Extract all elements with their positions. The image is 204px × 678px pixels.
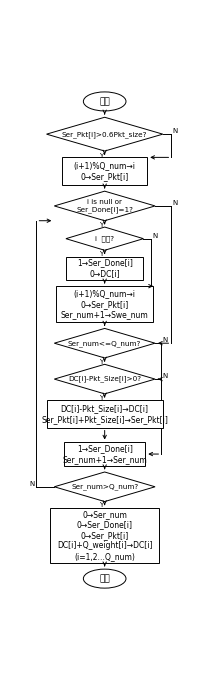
Ellipse shape: [83, 92, 125, 111]
Text: 1→Ser_Done[i]
Ser_num+1→Ser_num: 1→Ser_Done[i] Ser_num+1→Ser_num: [62, 444, 146, 464]
Text: Ser_num>Q_num?: Ser_num>Q_num?: [71, 483, 138, 490]
Text: N: N: [172, 200, 177, 206]
Polygon shape: [54, 472, 154, 502]
Polygon shape: [54, 364, 154, 394]
Text: N: N: [162, 337, 167, 343]
Text: N: N: [152, 233, 157, 239]
Text: 1→Ser_Done[i]
0→DC[i]: 1→Ser_Done[i] 0→DC[i]: [76, 258, 132, 278]
Ellipse shape: [83, 569, 125, 588]
Bar: [46, 400, 162, 428]
Bar: [62, 157, 147, 185]
Text: i  为空?: i 为空?: [95, 235, 114, 242]
Text: Ser_Pkt[i]>0.6Pkt_size?: Ser_Pkt[i]>0.6Pkt_size?: [62, 131, 147, 138]
Text: Y: Y: [98, 502, 102, 508]
Text: N: N: [30, 481, 35, 487]
Text: 0→Ser_num
0→Ser_Done[i]
0→Ser_Pkt[i]
DC[i]+Q_weight[i]→DC[i]
(i=1,2…Q_num): 0→Ser_num 0→Ser_Done[i] 0→Ser_Pkt[i] DC[…: [57, 510, 152, 561]
Text: Y: Y: [98, 222, 102, 228]
Text: Y: Y: [98, 251, 102, 257]
Bar: [64, 443, 145, 466]
Text: N: N: [172, 128, 177, 134]
Text: DC[i]-Pkt_Size[i]>0?: DC[i]-Pkt_Size[i]>0?: [68, 376, 141, 382]
Text: Y: Y: [98, 395, 102, 401]
Text: Y: Y: [98, 359, 102, 365]
Bar: [66, 256, 143, 280]
Polygon shape: [54, 328, 154, 358]
Bar: [50, 508, 158, 563]
Text: N: N: [162, 373, 167, 379]
Text: Y: Y: [98, 153, 102, 159]
Text: 开始: 开始: [99, 97, 110, 106]
Text: (i+1)%Q_num→i
0→Ser_Pkt[i]: (i+1)%Q_num→i 0→Ser_Pkt[i]: [73, 161, 135, 181]
Text: DC[i]-Pkt_Size[i]→DC[i]
Ser_Pkt[i]+Pkt_Size[i]→Ser_Pkt[i]: DC[i]-Pkt_Size[i]→DC[i] Ser_Pkt[i]+Pkt_S…: [41, 404, 167, 424]
Text: Ser_num<=Q_num?: Ser_num<=Q_num?: [68, 340, 141, 346]
Polygon shape: [66, 227, 143, 250]
Polygon shape: [54, 191, 154, 221]
Bar: [56, 286, 152, 322]
Polygon shape: [46, 117, 162, 151]
Text: 结束: 结束: [99, 574, 110, 583]
Text: (i+1)%Q_num→i
0→Ser_Pkt[i]
Ser_num+1→Swe_num: (i+1)%Q_num→i 0→Ser_Pkt[i] Ser_num+1→Swe…: [61, 290, 148, 319]
Text: i is null or
Ser_Done[i]=1?: i is null or Ser_Done[i]=1?: [76, 199, 133, 213]
